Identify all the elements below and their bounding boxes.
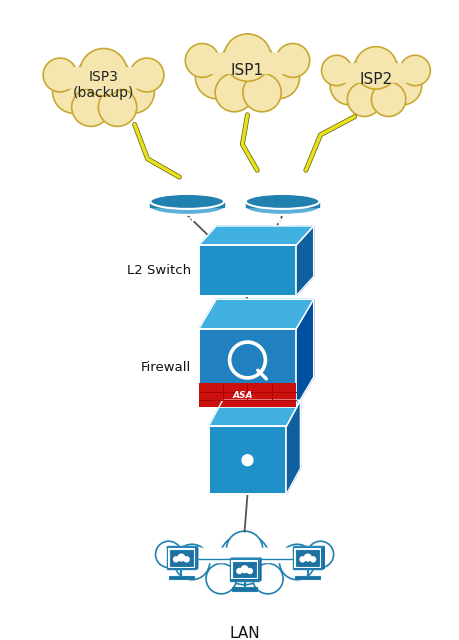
Ellipse shape: [246, 194, 319, 209]
Text: LAN: LAN: [229, 626, 260, 640]
Circle shape: [72, 88, 110, 126]
Circle shape: [347, 82, 382, 116]
Circle shape: [130, 58, 164, 92]
Circle shape: [74, 54, 133, 113]
FancyBboxPatch shape: [168, 548, 320, 563]
Polygon shape: [199, 300, 313, 329]
Circle shape: [236, 568, 242, 574]
FancyBboxPatch shape: [293, 547, 322, 569]
Circle shape: [383, 67, 422, 105]
Circle shape: [226, 531, 263, 568]
Circle shape: [177, 554, 185, 562]
Circle shape: [276, 44, 310, 77]
Circle shape: [219, 534, 270, 585]
Text: ISP3
(backup): ISP3 (backup): [73, 70, 134, 100]
Polygon shape: [208, 400, 301, 426]
Bar: [296, 550, 319, 566]
Circle shape: [80, 49, 127, 96]
Circle shape: [98, 88, 137, 126]
Circle shape: [257, 56, 300, 99]
Circle shape: [242, 455, 253, 466]
Circle shape: [350, 52, 402, 104]
Polygon shape: [259, 558, 261, 581]
Bar: [208, 426, 286, 494]
Circle shape: [229, 341, 267, 379]
Circle shape: [310, 556, 316, 563]
Text: Firewall: Firewall: [141, 361, 191, 374]
Circle shape: [253, 563, 283, 594]
Circle shape: [112, 70, 154, 113]
Ellipse shape: [150, 194, 224, 209]
Circle shape: [400, 55, 431, 86]
FancyBboxPatch shape: [230, 559, 259, 581]
Circle shape: [53, 70, 95, 113]
Bar: [232, 588, 257, 591]
FancyBboxPatch shape: [337, 64, 415, 82]
Circle shape: [174, 544, 210, 580]
Circle shape: [206, 563, 236, 594]
Circle shape: [246, 568, 253, 574]
Circle shape: [322, 55, 352, 86]
FancyBboxPatch shape: [60, 68, 147, 88]
Circle shape: [230, 343, 265, 377]
Circle shape: [243, 74, 281, 112]
Circle shape: [215, 74, 253, 112]
Bar: [296, 575, 320, 579]
Bar: [199, 383, 296, 406]
Circle shape: [371, 82, 406, 116]
Polygon shape: [286, 400, 301, 494]
Bar: [170, 550, 193, 566]
Circle shape: [308, 541, 334, 568]
Circle shape: [196, 56, 238, 99]
Circle shape: [330, 67, 369, 105]
Text: R1: R1: [274, 216, 292, 229]
Circle shape: [224, 34, 271, 81]
Circle shape: [304, 554, 312, 562]
FancyBboxPatch shape: [202, 53, 293, 74]
Circle shape: [355, 47, 397, 89]
Polygon shape: [199, 226, 313, 245]
Text: L2 Switch: L2 Switch: [127, 264, 191, 277]
Polygon shape: [246, 202, 319, 207]
Circle shape: [156, 541, 182, 568]
Text: ISP2: ISP2: [359, 72, 392, 86]
Bar: [231, 559, 258, 579]
Text: R2: R2: [178, 216, 196, 229]
Bar: [294, 548, 321, 568]
Polygon shape: [296, 226, 313, 296]
Bar: [233, 561, 256, 577]
Polygon shape: [322, 547, 324, 569]
Bar: [199, 329, 296, 406]
Ellipse shape: [150, 200, 224, 215]
Circle shape: [218, 40, 277, 98]
Circle shape: [43, 58, 77, 92]
Text: ASA: ASA: [232, 390, 253, 399]
Circle shape: [241, 565, 249, 573]
Circle shape: [280, 544, 315, 580]
Bar: [199, 245, 296, 296]
Circle shape: [184, 556, 190, 563]
Polygon shape: [196, 547, 198, 569]
Circle shape: [299, 556, 306, 563]
Circle shape: [185, 44, 219, 77]
Bar: [169, 575, 194, 579]
Polygon shape: [230, 558, 261, 559]
Polygon shape: [296, 300, 313, 406]
Polygon shape: [150, 202, 224, 207]
Bar: [168, 548, 195, 568]
Text: ISP1: ISP1: [231, 63, 264, 77]
Ellipse shape: [246, 200, 319, 215]
FancyBboxPatch shape: [167, 547, 196, 569]
Circle shape: [173, 556, 179, 563]
